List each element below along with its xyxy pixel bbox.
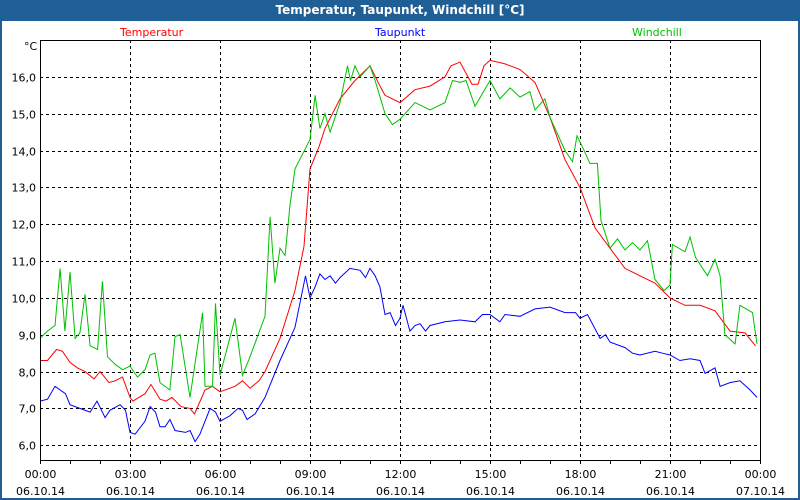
x-tick-date: 06.10.14 [376,485,425,498]
x-tick-date: 06.10.14 [556,485,605,498]
y-tick-label: 11,0 [12,256,37,269]
x-tick-date: 06.10.14 [646,485,695,498]
y-tick-label: 9,0 [19,330,37,343]
window-title: Temperatur, Taupunkt, Windchill [°C] [275,3,525,17]
x-tick-date: 07.10.14 [736,485,785,498]
x-tick-date: 06.10.14 [286,485,335,498]
y-tick-label: 15,0 [12,109,37,122]
legend-taupunkt: Taupunkt [374,26,426,39]
y-tick-label: 6,0 [19,440,37,453]
y-tick-label: 12,0 [12,219,37,232]
x-tick-time: 06:00 [205,468,237,481]
x-tick-date: 06.10.14 [196,485,245,498]
legend-temperatur: Temperatur [119,26,184,39]
y-axis-unit: °C [24,40,38,53]
legend: Temperatur Taupunkt Windchill [119,26,682,39]
grid [40,40,760,460]
x-tick-date: 06.10.14 [16,485,65,498]
plot-frame [40,40,761,461]
series-line-taupunkt [39,267,758,443]
x-tick-time: 18:00 [565,468,597,481]
x-tick-time: 12:00 [385,468,417,481]
x-tick-date: 06.10.14 [106,485,155,498]
series-lines [39,59,758,443]
line-chart: Temperatur Taupunkt Windchill °C 6,0 7,0 8,0 9… [12,26,785,498]
y-tick-label: 8,0 [19,367,37,380]
y-tick-label: 14,0 [12,146,37,159]
x-tick-time: 03:00 [115,468,147,481]
x-tick-date: 06.10.14 [466,485,515,498]
x-tick-time: 00:00 [745,468,777,481]
series-line-temperatur [40,59,756,415]
x-tick-time: 15:00 [475,468,507,481]
axes: °C 6,0 7,0 8,0 9,0 10,0 11,0 12,0 13,0 14,0 15,0 16… [12,40,785,498]
y-tick-label: 7,0 [19,403,37,416]
y-tick-label: 10,0 [12,293,37,306]
legend-windchill: Windchill [632,26,682,39]
series-line-windchill [39,64,758,398]
x-tick-time: 00:00 [25,468,57,481]
chart-panel: Temperatur Taupunkt Windchill °C 6,0 7,0 8,0 9… [2,21,798,498]
x-tick-time: 09:00 [295,468,327,481]
x-tick-time: 21:00 [655,468,687,481]
y-tick-label: 16,0 [12,72,37,85]
y-tick-label: 13,0 [12,182,37,195]
